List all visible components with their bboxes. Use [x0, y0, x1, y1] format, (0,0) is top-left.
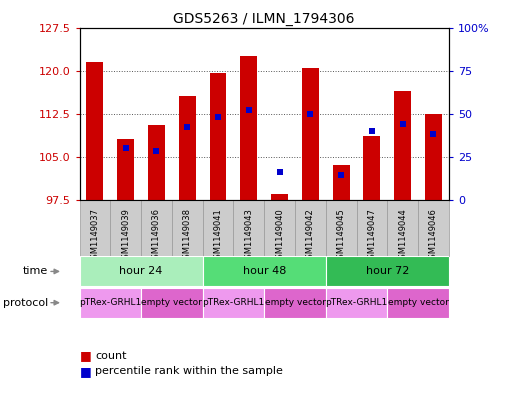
Text: GSM1149037: GSM1149037 [90, 208, 100, 264]
Text: pTRex-GRHL1: pTRex-GRHL1 [79, 298, 142, 307]
Text: empty vector: empty vector [265, 298, 325, 307]
Text: pTRex-GRHL1: pTRex-GRHL1 [202, 298, 265, 307]
Text: hour 72: hour 72 [366, 266, 409, 276]
Bar [394, 90, 411, 200]
Bar [264, 200, 295, 256]
Text: pTRex-GRHL1: pTRex-GRHL1 [325, 298, 388, 307]
Text: empty vector: empty vector [388, 298, 448, 307]
Text: empty vector: empty vector [142, 298, 202, 307]
Bar [326, 256, 449, 286]
Bar [80, 200, 110, 256]
Text: time: time [23, 266, 48, 276]
Bar [209, 73, 226, 200]
Bar [387, 200, 418, 256]
Bar [295, 200, 326, 256]
Text: GSM1149042: GSM1149042 [306, 208, 315, 264]
Text: GSM1149046: GSM1149046 [429, 208, 438, 264]
Bar [80, 256, 203, 286]
Bar [264, 288, 326, 318]
Bar [117, 139, 134, 200]
Bar [425, 114, 442, 200]
Bar [203, 288, 264, 318]
Text: ■: ■ [80, 365, 91, 378]
Bar [233, 200, 264, 256]
Bar [302, 68, 319, 200]
Bar [357, 200, 387, 256]
Bar [148, 125, 165, 200]
Text: GSM1149044: GSM1149044 [398, 208, 407, 264]
Bar [332, 165, 350, 200]
Text: hour 48: hour 48 [243, 266, 286, 276]
Text: count: count [95, 351, 126, 361]
Bar [326, 288, 387, 318]
Bar [387, 288, 449, 318]
Text: hour 24: hour 24 [120, 266, 163, 276]
Bar [179, 96, 196, 200]
Title: GDS5263 / ILMN_1794306: GDS5263 / ILMN_1794306 [173, 13, 355, 26]
Bar [141, 200, 172, 256]
Text: percentile rank within the sample: percentile rank within the sample [95, 366, 283, 376]
Bar [326, 200, 357, 256]
Bar [172, 200, 203, 256]
Text: protocol: protocol [3, 298, 48, 308]
Bar [271, 194, 288, 200]
Bar [80, 288, 141, 318]
Bar [240, 56, 257, 200]
Text: GSM1149040: GSM1149040 [275, 208, 284, 264]
Bar [86, 62, 103, 200]
Bar [110, 200, 141, 256]
Text: GSM1149047: GSM1149047 [367, 208, 377, 264]
Text: ■: ■ [80, 349, 91, 362]
Bar [203, 256, 326, 286]
Text: GSM1149036: GSM1149036 [152, 208, 161, 264]
Text: GSM1149038: GSM1149038 [183, 208, 192, 264]
Text: GSM1149043: GSM1149043 [244, 208, 253, 264]
Bar [203, 200, 233, 256]
Bar [363, 136, 381, 200]
Text: GSM1149045: GSM1149045 [337, 208, 346, 264]
Text: GSM1149041: GSM1149041 [213, 208, 223, 264]
Bar [141, 288, 203, 318]
Bar [418, 200, 449, 256]
Text: GSM1149039: GSM1149039 [121, 208, 130, 264]
